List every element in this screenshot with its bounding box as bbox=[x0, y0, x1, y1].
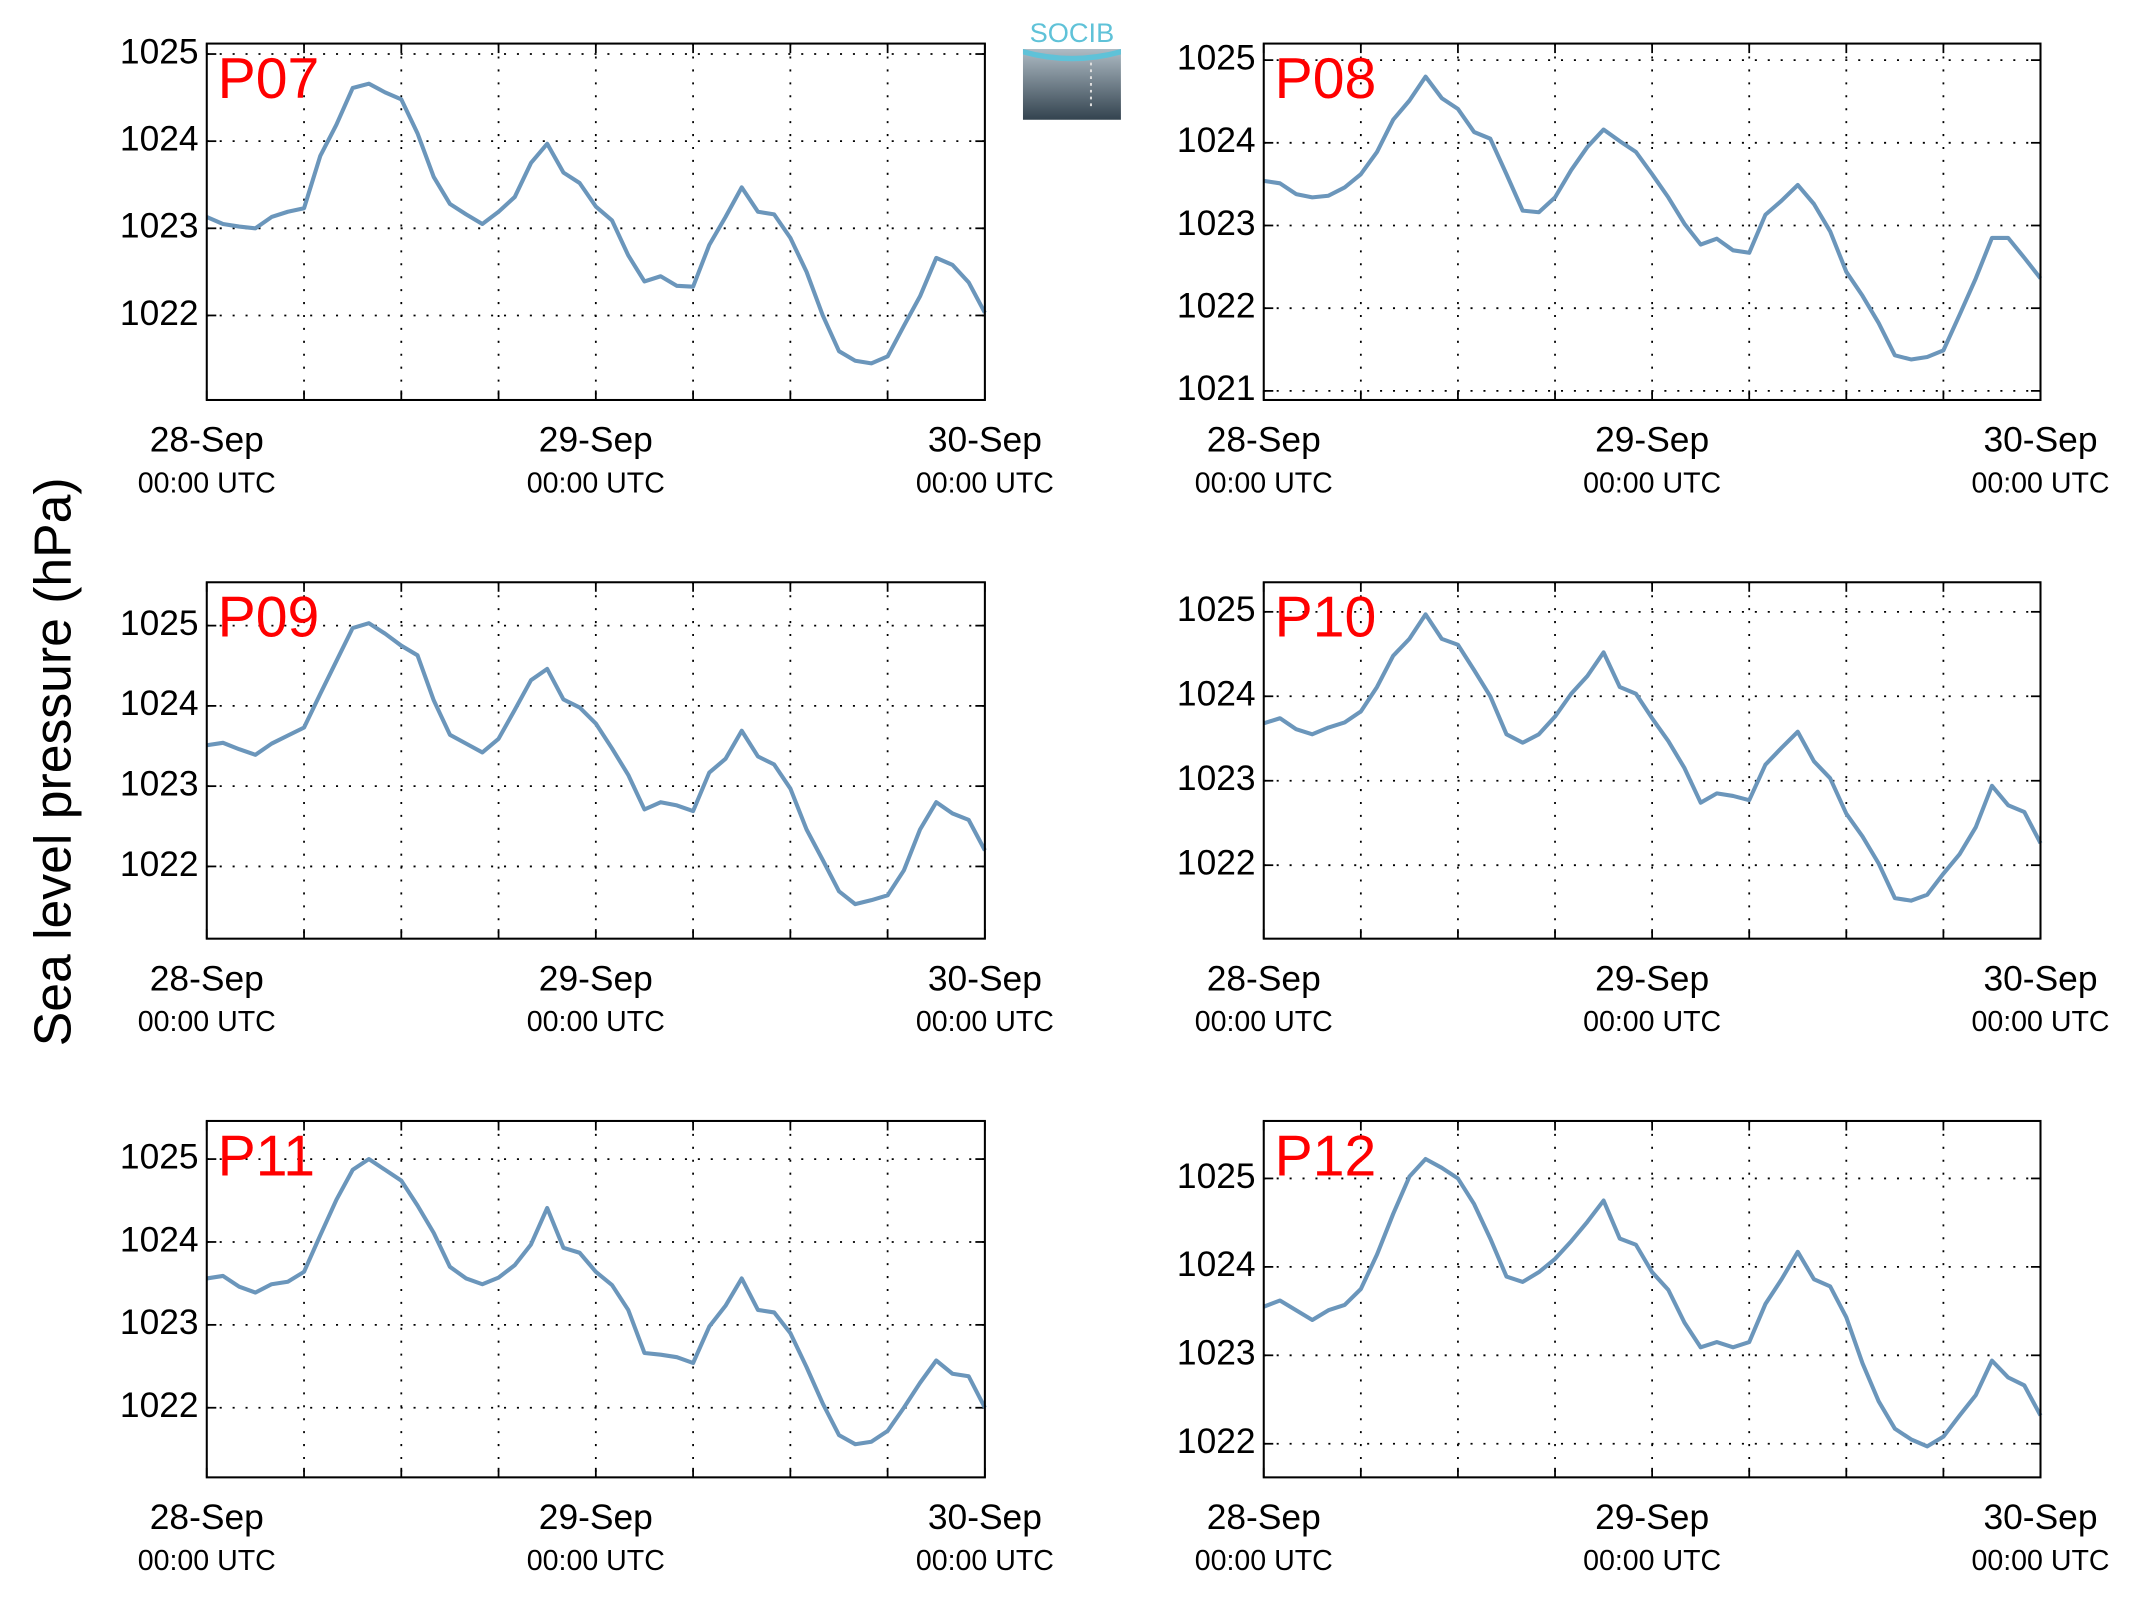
x-tick-label: 29-Sep bbox=[1595, 421, 1709, 460]
x-tick-sublabel: 00:00 UTC bbox=[1583, 467, 1721, 499]
x-tick-label: 30-Sep bbox=[928, 959, 1042, 998]
x-tick-sublabel: 00:00 UTC bbox=[527, 1006, 665, 1038]
x-tick-sublabel: 00:00 UTC bbox=[1971, 1006, 2109, 1038]
y-tick-label: 1022 bbox=[1177, 844, 1256, 883]
y-tick-label: 1022 bbox=[120, 1386, 199, 1425]
y-tick-label: 1023 bbox=[1177, 759, 1256, 798]
x-tick-sublabel: 00:00 UTC bbox=[1195, 467, 1333, 499]
y-tick-label: 1025 bbox=[1177, 590, 1256, 629]
line-series bbox=[1263, 1156, 2043, 1449]
x-tick-sublabel: 00:00 UTC bbox=[1195, 1545, 1333, 1577]
y-tick-label: 1021 bbox=[1177, 369, 1256, 408]
plot-frame bbox=[205, 42, 986, 402]
panel: 1022 1023 1024 1025 28-Sep 00:00 UTC 29-Sep 00:… bbox=[1177, 581, 2110, 1038]
x-tick-label: 28-Sep bbox=[150, 959, 264, 998]
panel-title: P12 bbox=[1275, 1124, 1377, 1188]
panel: 1022 1023 1024 1025 28-Sep 00:00 UTC 29-Sep 00:… bbox=[120, 581, 1054, 1038]
x-tick-label: 29-Sep bbox=[539, 421, 653, 460]
plot-frame bbox=[1262, 1119, 2042, 1479]
line-series bbox=[1263, 74, 2043, 362]
logo: SOCIB bbox=[1022, 17, 1121, 120]
y-tick-label: 1025 bbox=[120, 1137, 199, 1176]
y-tick-label: 1025 bbox=[120, 604, 199, 643]
x-tick-sublabel: 00:00 UTC bbox=[1195, 1006, 1333, 1038]
y-tick-label: 1023 bbox=[1177, 204, 1256, 243]
panel-title: P07 bbox=[218, 47, 320, 111]
line-series bbox=[206, 1157, 987, 1447]
plot-frame bbox=[1262, 42, 2042, 402]
y-tick-label: 1024 bbox=[1177, 675, 1256, 714]
x-tick-label: 28-Sep bbox=[150, 1498, 264, 1537]
x-tick-sublabel: 00:00 UTC bbox=[138, 467, 276, 499]
x-tick-sublabel: 00:00 UTC bbox=[916, 1006, 1054, 1038]
y-tick-label: 1022 bbox=[120, 294, 199, 333]
panel-title: P10 bbox=[1275, 586, 1377, 650]
y-tick-label: 1025 bbox=[1177, 1157, 1256, 1196]
x-tick-label: 28-Sep bbox=[1207, 959, 1321, 998]
plot-frame bbox=[1262, 581, 2042, 940]
y-tick-label: 1024 bbox=[1177, 121, 1256, 160]
plot-frame bbox=[205, 1119, 986, 1479]
plot-frame bbox=[205, 581, 986, 940]
x-tick-label: 30-Sep bbox=[1983, 421, 2097, 460]
x-tick-label: 29-Sep bbox=[539, 959, 653, 998]
logo-wave bbox=[1022, 49, 1121, 62]
y-tick-label: 1022 bbox=[1177, 287, 1256, 326]
line-series bbox=[206, 621, 987, 907]
panel: 1022 1023 1024 1025 28-Sep 00:00 UTC 29-Sep 00:… bbox=[1177, 1119, 2110, 1577]
y-axis-label: Sea level pressure (hPa) bbox=[24, 477, 82, 1046]
x-tick-label: 28-Sep bbox=[1207, 421, 1321, 460]
y-tick-label: 1023 bbox=[1177, 1334, 1256, 1373]
x-tick-label: 28-Sep bbox=[150, 421, 264, 460]
panel-title: P09 bbox=[218, 586, 320, 650]
panel-title: P08 bbox=[1275, 47, 1377, 111]
x-tick-sublabel: 00:00 UTC bbox=[1583, 1006, 1721, 1038]
x-tick-label: 30-Sep bbox=[1983, 1498, 2097, 1537]
y-tick-label: 1024 bbox=[120, 1220, 199, 1259]
x-tick-label: 29-Sep bbox=[1595, 959, 1709, 998]
x-tick-sublabel: 00:00 UTC bbox=[1971, 467, 2109, 499]
y-tick-label: 1024 bbox=[120, 120, 199, 159]
x-tick-label: 29-Sep bbox=[539, 1498, 653, 1537]
y-tick-label: 1024 bbox=[1177, 1245, 1256, 1284]
y-tick-label: 1024 bbox=[120, 684, 199, 723]
x-tick-label: 30-Sep bbox=[928, 1498, 1042, 1537]
x-tick-sublabel: 00:00 UTC bbox=[1583, 1545, 1721, 1577]
logo-text: SOCIB bbox=[1030, 17, 1115, 48]
y-tick-label: 1025 bbox=[1177, 38, 1256, 77]
panel: 1022 1023 1024 1025 28-Sep 00:00 UTC 29-Sep 00:… bbox=[120, 32, 1054, 499]
panel: 1021 1022 1023 1024 1025 28-Sep 00:00 UTC 29-Se… bbox=[1177, 38, 2110, 499]
x-tick-sublabel: 00:00 UTC bbox=[916, 467, 1054, 499]
x-tick-label: 28-Sep bbox=[1207, 1498, 1321, 1537]
y-tick-label: 1022 bbox=[120, 845, 199, 884]
panel-title: P11 bbox=[218, 1124, 315, 1188]
y-tick-label: 1023 bbox=[120, 1303, 199, 1342]
x-tick-sublabel: 00:00 UTC bbox=[138, 1006, 276, 1038]
y-tick-label: 1022 bbox=[1177, 1422, 1256, 1461]
x-tick-sublabel: 00:00 UTC bbox=[916, 1545, 1054, 1577]
y-tick-label: 1023 bbox=[120, 765, 199, 804]
x-tick-sublabel: 00:00 UTC bbox=[138, 1545, 276, 1577]
x-tick-sublabel: 00:00 UTC bbox=[527, 1545, 665, 1577]
x-tick-sublabel: 00:00 UTC bbox=[1971, 1545, 2109, 1577]
x-tick-label: 30-Sep bbox=[1983, 959, 2097, 998]
x-tick-label: 29-Sep bbox=[1595, 1498, 1709, 1537]
line-series bbox=[205, 81, 987, 366]
panel: 1022 1023 1024 1025 28-Sep 00:00 UTC 29-Sep 00:… bbox=[120, 1119, 1054, 1577]
x-tick-label: 30-Sep bbox=[928, 421, 1042, 460]
line-series bbox=[1263, 612, 2043, 903]
y-tick-label: 1023 bbox=[120, 207, 199, 246]
y-tick-label: 1025 bbox=[120, 32, 199, 71]
x-tick-sublabel: 00:00 UTC bbox=[527, 467, 665, 499]
